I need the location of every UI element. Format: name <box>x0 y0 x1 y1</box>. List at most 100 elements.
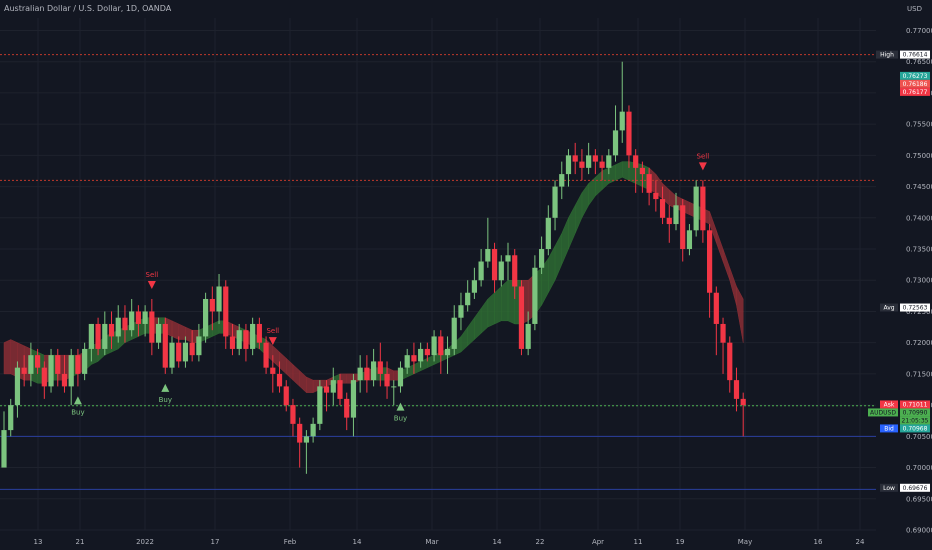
candle-body <box>720 323 726 343</box>
ribbon-segment <box>480 298 489 334</box>
signal-label-buy: Buy <box>71 408 84 416</box>
candle-body <box>21 367 27 374</box>
price-label-tag-box <box>868 408 898 417</box>
candle-body <box>619 111 625 131</box>
candle-body <box>444 348 451 356</box>
candle-body <box>713 292 719 324</box>
candle-body <box>55 355 61 374</box>
candle-body <box>653 192 659 200</box>
candle-body <box>552 186 558 218</box>
candle-body <box>317 386 323 424</box>
candle-body <box>377 361 383 374</box>
price-axis[interactable]: 0.770000.765000.760000.755000.750000.745… <box>906 27 932 535</box>
x-tick-label: 22 <box>536 538 545 546</box>
ribbon-segment <box>212 320 220 337</box>
ribbon-segment <box>615 161 623 181</box>
chart-title: Australian Dollar / U.S. Dollar, 1D, OAN… <box>4 4 172 13</box>
candle-body <box>438 336 444 356</box>
candle-body <box>82 348 88 374</box>
candle-body <box>539 249 545 268</box>
ribbon-segment <box>581 182 589 218</box>
x-tick-label: May <box>738 538 752 546</box>
ribbon-segment <box>413 361 421 375</box>
price-label-value: 0.76186 <box>903 81 928 88</box>
price-label-value: 0.70968 <box>903 425 928 432</box>
candle-body <box>344 398 350 418</box>
candle-body <box>88 323 94 349</box>
price-label-value: 0.76614 <box>903 52 928 59</box>
candle-body <box>579 161 585 168</box>
price-label-box <box>900 424 930 433</box>
candle-body <box>733 380 740 399</box>
candle-body <box>740 398 746 406</box>
candle-body <box>639 167 645 175</box>
ribbon-segment <box>716 230 724 262</box>
candle-body <box>330 380 336 393</box>
price-label-box <box>900 50 930 59</box>
price-label-tag-box <box>876 50 898 59</box>
candle-body <box>223 286 229 337</box>
candle-body <box>8 405 14 431</box>
candle-body <box>276 373 283 387</box>
candle-body <box>612 130 619 156</box>
x-tick-label: 24 <box>856 538 865 546</box>
candle-body <box>290 405 296 424</box>
signal-label-buy: Buy <box>159 396 172 404</box>
candle-body <box>250 323 256 349</box>
ribbon-segment <box>285 357 294 381</box>
x-tick-label: Mar <box>425 538 438 546</box>
candle-body <box>14 367 21 406</box>
candle-body <box>565 155 572 175</box>
candle-body <box>256 323 262 343</box>
candle-body <box>397 367 404 387</box>
candle-body <box>209 298 215 312</box>
price-label-box <box>900 416 930 425</box>
ribbon-segment <box>729 267 737 306</box>
ribbon-segment <box>494 285 502 325</box>
price-label-box <box>900 400 930 409</box>
candle-body <box>122 317 128 331</box>
price-label-value: 0.76273 <box>903 73 928 80</box>
candle-body <box>418 348 424 362</box>
price-label-box <box>900 79 930 88</box>
ribbon-segment <box>185 326 193 344</box>
price-label-tag: Ask <box>884 401 895 408</box>
candle-body <box>391 386 397 388</box>
candle-body <box>203 298 209 337</box>
candle-body <box>28 355 34 374</box>
ribbon-segment <box>292 363 300 387</box>
candle-body <box>162 323 168 368</box>
x-tick-label: 17 <box>211 538 220 546</box>
candle-body <box>673 205 679 225</box>
candle-body <box>350 380 357 418</box>
price-label-tag: AUDUSD <box>870 409 896 416</box>
candle-body <box>431 336 437 356</box>
candle-body <box>680 205 686 250</box>
sell-arrow-icon <box>147 280 156 289</box>
candle-body <box>236 330 242 349</box>
signal-label-sell: Sell <box>146 271 159 279</box>
horizontal-lines <box>0 54 876 490</box>
candle-body <box>686 230 693 250</box>
candle-body <box>189 342 195 356</box>
x-tick-label: 14 <box>353 538 362 546</box>
sell-arrow-icon <box>268 337 277 346</box>
candle-body <box>599 161 605 168</box>
buy-arrow-icon <box>73 396 82 405</box>
x-tick-label: 16 <box>814 538 823 546</box>
candle-body <box>371 361 377 381</box>
time-axis[interactable]: 13 21 2022 17 Feb 14 Mar 14 22 Apr 11 19 May 16 24 <box>34 538 865 546</box>
x-tick-label: Apr <box>592 538 604 546</box>
signal-label-sell: Sell <box>697 152 710 160</box>
signal-markers: Buy Sell Buy Sell Buy Sell <box>71 152 709 422</box>
y-tick-label: 0.69000 <box>906 527 932 535</box>
